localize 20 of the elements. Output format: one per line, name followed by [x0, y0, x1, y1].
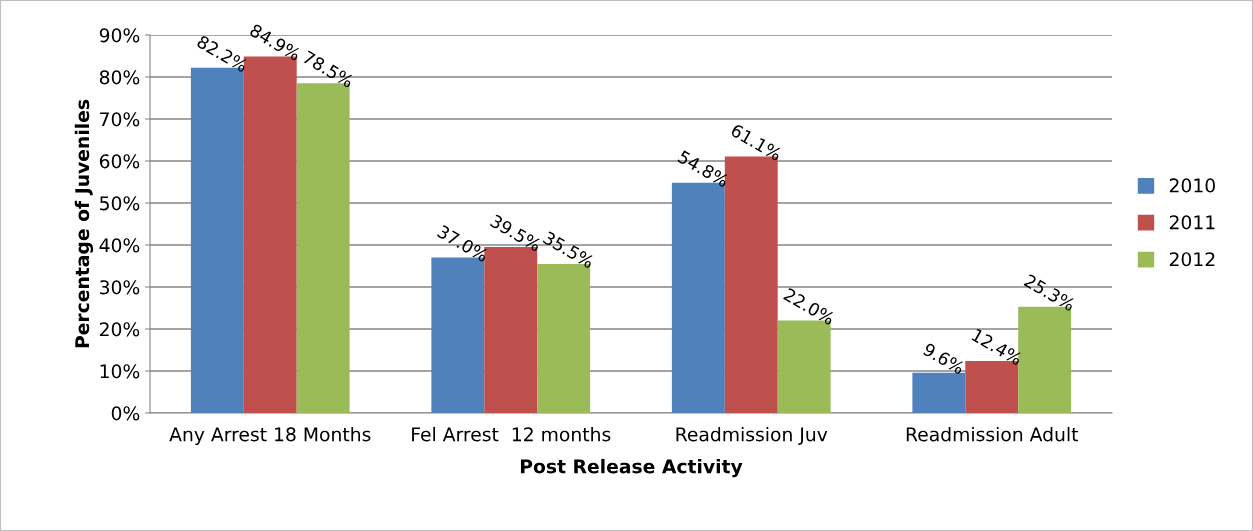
- y-tick-label: 10%: [100, 364, 140, 379]
- legend-label: 2011: [1169, 215, 1215, 230]
- y-tick-label: 20%: [99, 322, 140, 337]
- bar: [912, 372, 966, 413]
- y-tick-label: 50%: [100, 196, 140, 211]
- x-tick-label: Readmission Adult: [906, 426, 1079, 442]
- y-tick-label: 30%: [100, 280, 140, 295]
- y-tick-label: 60%: [99, 154, 140, 169]
- y-tick-label: 40%: [99, 238, 140, 253]
- legend-label: 2010: [1169, 178, 1215, 193]
- x-tick-label: Readmission Juv: [676, 426, 828, 445]
- legend-label: 2012: [1169, 252, 1215, 267]
- x-axis-title: Post Release Activity: [520, 458, 743, 478]
- y-tick-label: 0%: [111, 406, 140, 421]
- y-tick-label: 70%: [100, 112, 140, 127]
- x-tick-label: Fel Arrest 12 months: [412, 426, 611, 442]
- x-tick-label: Any Arrest 18 Months: [169, 426, 371, 446]
- y-tick-label: 90%: [99, 28, 140, 43]
- y-tick-label: 80%: [99, 70, 140, 85]
- y-axis-title: Percentage of Juveniles: [74, 99, 94, 348]
